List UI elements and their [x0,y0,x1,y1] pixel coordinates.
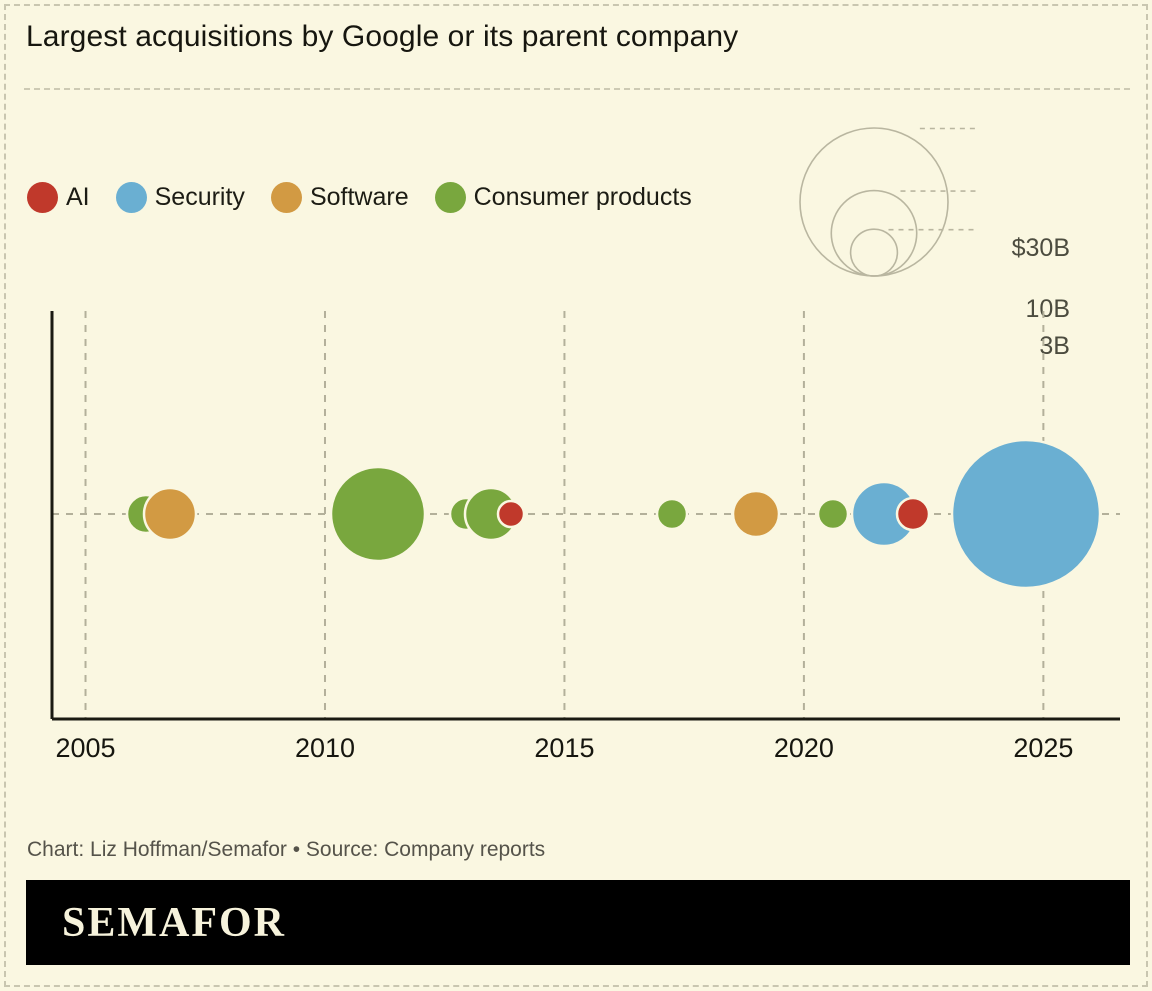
x-axis-tick-label: 2025 [1013,733,1073,763]
gridlines-vertical [84,311,1045,719]
bubble-software[interactable] [731,489,781,539]
legend-item[interactable]: AI [27,182,90,213]
divider-top [24,88,1130,90]
bubble-consumer-products[interactable] [448,496,484,532]
x-axis-tick-labels: 2005 2010 2015 2020 2025 [55,733,1073,763]
bubble-consumer-products[interactable] [463,486,519,542]
legend-swatch-circle-icon [434,182,466,213]
size-key-label-30b: $30B [1011,234,1070,262]
size-key-circle [849,228,899,277]
legend: AI Security Software Consumer products [27,182,718,213]
size-key-circles [799,127,976,277]
legend-swatch-circle-icon [27,182,58,213]
size-key-circle [830,189,918,277]
size-key-label-10b: 10B [1025,295,1070,323]
x-axis-tick-label: 2005 [55,733,115,763]
bubble-consumer-products[interactable] [655,497,689,531]
bubble-size-key: $30B 10B 3B [780,110,1130,360]
legend-item-label: AI [66,183,90,211]
legend-item[interactable]: Consumer products [434,182,692,213]
bubble-series [125,438,1102,590]
bubble-consumer-products[interactable] [125,493,167,535]
bubble-consumer-products[interactable] [816,497,850,531]
bubble-software[interactable] [142,486,198,542]
size-key-label-3b: 3B [1039,332,1070,360]
legend-swatch-circle-icon [270,182,302,213]
bubble-ai[interactable] [895,496,931,532]
legend-swatch-circle-icon [115,182,147,213]
legend-item-label: Consumer products [473,183,692,211]
x-axis-tick-label: 2015 [534,733,594,763]
bubble-security[interactable] [850,480,918,548]
bubble-consumer-products[interactable] [329,465,427,563]
chart-credit: Chart: Liz Hoffman/Semafor • Source: Com… [27,838,546,861]
legend-item-label: Software [309,183,409,211]
legend-item-label: Security [154,183,245,211]
bubble-ai[interactable] [496,499,526,529]
x-axis-tick-label: 2010 [295,733,355,763]
x-axis-tick-label: 2020 [774,733,834,763]
bubble-security[interactable] [950,438,1102,590]
legend-item[interactable]: Software [270,182,409,213]
legend-item[interactable]: Security [115,182,245,213]
size-key-circle [799,127,949,277]
page-title: Largest acquisitions by Google or its pa… [26,20,739,53]
semafor-logo-bar: SEMAFOR [26,880,1130,965]
semafor-wordmark: SEMAFOR [62,900,286,946]
